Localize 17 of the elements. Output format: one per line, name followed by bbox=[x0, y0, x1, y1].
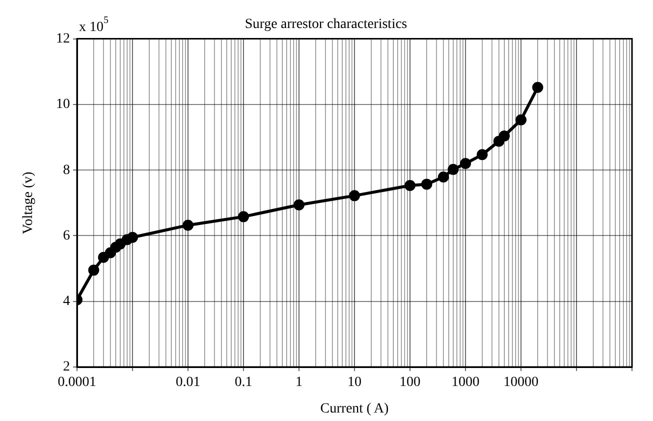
y-tick-label: 8 bbox=[63, 162, 70, 178]
y-axis-title: Voltage (v) bbox=[21, 171, 36, 234]
chart-title: Surge arrestor characteristics bbox=[244, 17, 408, 32]
x-tick-label: 1000 bbox=[452, 375, 480, 390]
x-tick-label: 0.1 bbox=[234, 375, 252, 390]
y-tick-label: 12 bbox=[56, 31, 70, 46]
y-tick-label: 4 bbox=[63, 294, 70, 310]
y-tick-label: 6 bbox=[63, 228, 70, 244]
x-tick-label: 0.0001 bbox=[58, 375, 96, 390]
x-tick-label: 100 bbox=[400, 375, 420, 390]
y-tick-label: 10 bbox=[56, 97, 70, 112]
y-tick-label: 2 bbox=[63, 360, 70, 375]
x-tick-label: 1 bbox=[296, 375, 302, 390]
x-axis-title: Current ( A) bbox=[320, 401, 390, 416]
x-tick-label: 0.01 bbox=[176, 375, 200, 390]
x-tick-label: 10000 bbox=[504, 375, 538, 390]
x-tick-label: 10 bbox=[348, 375, 362, 390]
